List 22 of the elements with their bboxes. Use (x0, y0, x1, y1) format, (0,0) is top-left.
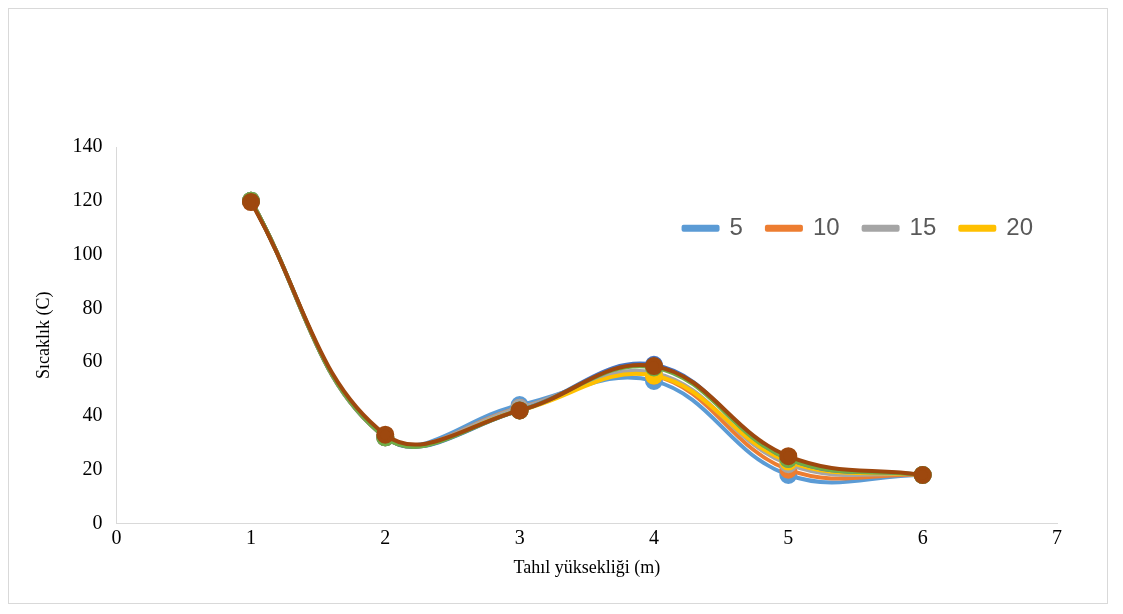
x-tick-label: 4 (648, 525, 659, 548)
y-tick-label: 60 (82, 349, 103, 372)
x-tick-label: 7 (1052, 525, 1062, 548)
x-axis-title: Tahıl yüksekliği (m) (513, 556, 661, 578)
y-tick-label: 20 (82, 456, 103, 479)
legend-label: 20 (1006, 212, 1034, 240)
y-tick-label: 120 (72, 188, 103, 211)
x-tick-label: 5 (783, 525, 794, 548)
legend-label: 10 (812, 212, 840, 240)
y-tick-label: 140 (72, 134, 103, 157)
y-axis-title: Sıcaklık (C) (32, 291, 54, 379)
y-tick-label: 40 (82, 403, 103, 426)
legend-label: 15 (909, 212, 937, 240)
x-tick-label: 2 (380, 525, 391, 548)
x-tick-label: 6 (917, 525, 928, 548)
y-tick-label: 100 (72, 241, 103, 264)
legend-label: 5 (729, 212, 743, 240)
x-tick-label: 1 (245, 525, 256, 548)
x-tick-label: 0 (111, 525, 122, 548)
y-tick-label: 0 (92, 510, 103, 533)
y-tick-label: 80 (82, 295, 103, 318)
x-tick-label: 3 (514, 525, 525, 548)
